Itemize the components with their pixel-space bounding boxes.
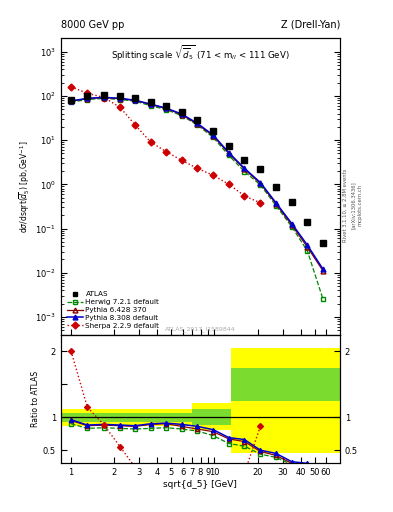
Text: Splitting scale $\sqrt{\overline{d}_5}$ (71 < m$_{ll}$ < 111 GeV): Splitting scale $\sqrt{\overline{d}_5}$ … — [111, 45, 290, 63]
Y-axis label: d$\sigma$/dsqrt($\overline{d}_5$) [pb,GeV$^{-1}$]: d$\sigma$/dsqrt($\overline{d}_5$) [pb,Ge… — [17, 140, 32, 232]
Text: [arXiv:1306.3436]: [arXiv:1306.3436] — [351, 181, 356, 229]
Text: Z (Drell-Yan): Z (Drell-Yan) — [281, 19, 340, 30]
Text: Rivet 3.1.10, ≥ 2.8M events: Rivet 3.1.10, ≥ 2.8M events — [343, 168, 348, 242]
Y-axis label: Ratio to ATLAS: Ratio to ATLAS — [31, 371, 40, 427]
Text: 8000 GeV pp: 8000 GeV pp — [61, 19, 124, 30]
Text: mcplots.cern.ch: mcplots.cern.ch — [358, 184, 363, 226]
X-axis label: sqrt{d_5} [GeV]: sqrt{d_5} [GeV] — [163, 480, 237, 489]
Text: ATLAS_2017_I1589844: ATLAS_2017_I1589844 — [165, 326, 236, 332]
Legend: ATLAS, Herwig 7.2.1 default, Pythia 6.428 370, Pythia 8.308 default, Sherpa 2.2.: ATLAS, Herwig 7.2.1 default, Pythia 6.42… — [64, 289, 162, 331]
